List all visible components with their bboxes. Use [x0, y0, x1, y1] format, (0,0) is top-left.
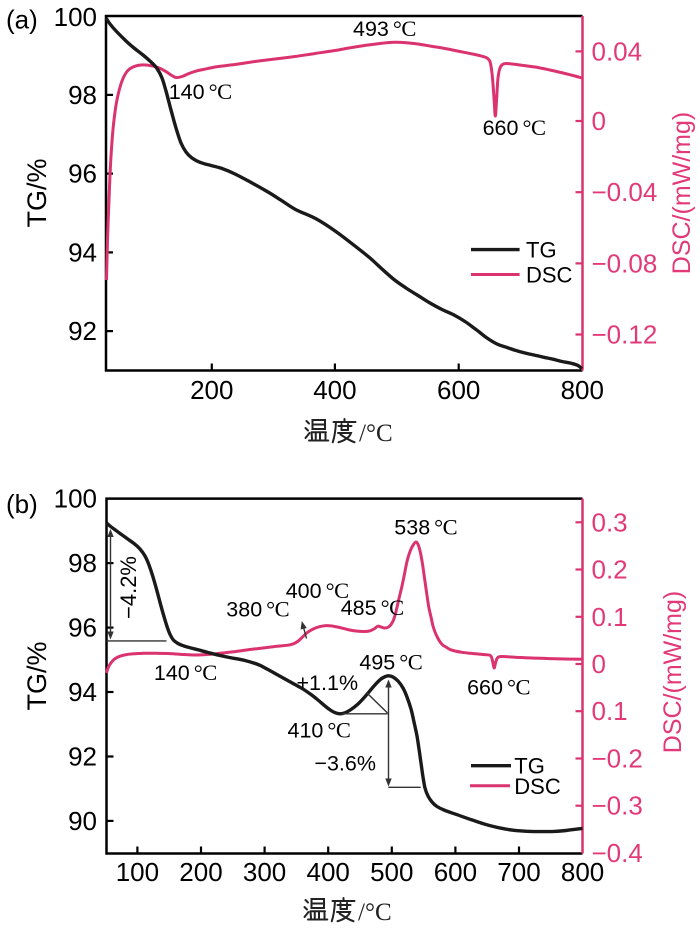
svg-text:660 °C: 660 °C: [483, 115, 546, 140]
svg-text:0.1: 0.1: [592, 602, 628, 632]
svg-text:98: 98: [68, 548, 97, 578]
svg-text:90: 90: [68, 806, 97, 836]
svg-text:800: 800: [561, 375, 604, 405]
svg-text:DSC/(mW/mg): DSC/(mW/mg): [659, 591, 687, 753]
svg-text:TG: TG: [526, 238, 557, 263]
svg-text:493 °C: 493 °C: [353, 16, 416, 41]
svg-text:92: 92: [68, 316, 97, 346]
svg-text:0: 0: [592, 649, 606, 679]
svg-text:140 °C: 140 °C: [154, 660, 217, 685]
svg-text:100: 100: [116, 857, 159, 887]
svg-text:94: 94: [68, 677, 97, 707]
svg-text:−3.6%: −3.6%: [314, 752, 376, 776]
svg-text:0.2: 0.2: [592, 555, 628, 585]
svg-text:TG: TG: [514, 754, 545, 779]
svg-text:(a): (a): [6, 5, 38, 35]
svg-text:400: 400: [307, 857, 350, 887]
svg-text:100: 100: [54, 2, 97, 32]
svg-text:94: 94: [68, 237, 97, 267]
svg-text:−0.2: −0.2: [592, 744, 643, 774]
svg-text:DSC: DSC: [514, 774, 561, 799]
svg-text:800: 800: [561, 857, 604, 887]
svg-text:0.1: 0.1: [592, 696, 628, 726]
svg-text:200: 200: [190, 375, 233, 405]
svg-text:600: 600: [434, 857, 477, 887]
svg-text:0.3: 0.3: [592, 507, 628, 537]
svg-text:+1.1%: +1.1%: [297, 671, 359, 695]
svg-text:98: 98: [68, 80, 97, 110]
svg-text:−0.04: −0.04: [592, 177, 658, 207]
svg-text:410 °C: 410 °C: [288, 718, 351, 743]
svg-text:400: 400: [313, 375, 356, 405]
svg-text:538 °C: 538 °C: [394, 515, 457, 540]
svg-text:96: 96: [68, 159, 97, 189]
svg-text:−4.2%: −4.2%: [116, 556, 141, 619]
svg-text:700: 700: [497, 857, 540, 887]
svg-text:600: 600: [437, 375, 480, 405]
svg-text:/°C: /°C: [358, 899, 392, 926]
svg-text:TG/%: TG/%: [22, 641, 52, 710]
svg-text:(b): (b): [6, 489, 38, 519]
svg-text:660 °C: 660 °C: [467, 675, 530, 700]
svg-text:DSC: DSC: [526, 263, 573, 288]
svg-text:/°C: /°C: [359, 420, 393, 447]
svg-text:−0.3: −0.3: [592, 791, 643, 821]
svg-text:485 °C: 485 °C: [341, 595, 404, 620]
svg-text:−0.08: −0.08: [592, 248, 658, 278]
svg-text:0: 0: [592, 106, 606, 136]
svg-text:500: 500: [370, 857, 413, 887]
svg-text:140 °C: 140 °C: [169, 79, 232, 104]
svg-text:0.04: 0.04: [592, 36, 643, 66]
svg-text:100: 100: [54, 484, 97, 514]
svg-text:DSC/(mW/mg): DSC/(mW/mg): [668, 112, 696, 274]
svg-text:300: 300: [243, 857, 286, 887]
svg-text:200: 200: [179, 857, 222, 887]
svg-text:495 °C: 495 °C: [359, 650, 422, 675]
svg-text:96: 96: [68, 613, 97, 643]
svg-text:400 °C: 400 °C: [286, 578, 349, 603]
svg-text:−0.12: −0.12: [592, 320, 658, 350]
svg-text:−0.4: −0.4: [592, 838, 643, 868]
svg-text:92: 92: [68, 742, 97, 772]
svg-text:380 °C: 380 °C: [226, 597, 289, 622]
svg-text:TG/%: TG/%: [22, 158, 52, 227]
